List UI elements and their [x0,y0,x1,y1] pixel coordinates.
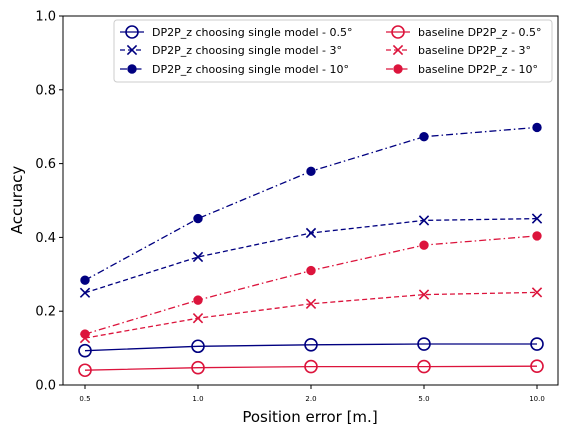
axes: 0.0 0.2 0.4 0.6 0.8 1.0 0.5 1.0 2.0 5.0 10.0 [35,10,559,403]
data-point [530,337,544,351]
data-point [419,240,429,250]
data-point [305,298,317,309]
series-line [84,235,538,335]
data-point [532,231,542,241]
legend-item: baseline DP2P_z - 0.5° [386,25,542,39]
legend-item: baseline DP2P_z - 10° [386,63,538,76]
data-point [78,363,92,378]
series-5 [79,287,543,344]
data-point [531,213,543,224]
legend-label: DP2P_z choosing single model - 3° [152,44,342,57]
plot-area [78,122,544,378]
legend-item: DP2P_z choosing single model - 0.5° [120,25,353,39]
marker-stroke [531,287,543,298]
marker-stroke [192,313,204,324]
legend-marker [393,64,403,74]
legend-item: DP2P_z choosing single model - 10° [120,63,349,76]
legend-label: DP2P_z choosing single model - 10° [152,63,349,76]
marker-stroke [392,44,404,56]
data-point [304,359,318,374]
y-tick-label: 0.2 [35,305,56,320]
series-line [84,343,537,352]
marker-stroke [192,251,204,263]
x-tick-label: 2.0 [305,395,316,403]
marker-stroke [418,289,430,300]
series-2 [79,213,543,298]
y-tick-label: 0.8 [35,83,56,98]
data-point [192,251,204,263]
data-point [305,227,317,239]
y-axis-label: Accuracy [8,166,26,235]
legend-label: baseline DP2P_z - 10° [418,63,538,76]
data-point [193,295,203,305]
legend-box [113,19,553,83]
series-line [84,126,538,281]
marker-stroke [531,213,543,224]
series-line [84,365,538,371]
series-4 [78,359,544,378]
data-point [418,215,430,226]
data-point [80,329,90,339]
legend-label: baseline DP2P_z - 3° [418,44,531,57]
data-point [418,289,430,300]
x-tick-label: 10.0 [529,395,545,403]
data-point [419,131,429,142]
legend-label: DP2P_z choosing single model - 0.5° [152,26,353,39]
legend: DP2P_z choosing single model - 0.5° DP2P_… [113,19,553,83]
x-tick-label: 5.0 [418,395,429,403]
marker-stroke [79,287,91,298]
data-point [78,343,92,358]
series-6 [80,231,542,339]
series-line [84,217,538,294]
data-point [191,360,205,375]
data-point [192,313,204,324]
series-line [84,291,538,339]
data-point [530,359,544,373]
y-tick-label: 0.0 [35,379,56,394]
legend-item: baseline DP2P_z - 3° [386,44,531,57]
legend-label: baseline DP2P_z - 0.5° [418,26,542,39]
data-point [79,287,91,298]
x-axis-label: Position error [m.] [242,408,377,426]
y-tick-label: 0.4 [35,231,56,246]
marker-stroke [418,215,430,226]
series-1 [78,337,544,358]
legend-marker [126,44,138,56]
data-point [417,337,431,351]
data-point [80,275,90,285]
data-point [531,287,543,298]
data-point [306,265,316,276]
legend-marker [391,25,405,39]
data-point [306,166,316,177]
marker-stroke [305,298,317,309]
data-point [417,359,431,374]
marker-stroke [126,44,138,56]
x-tick-label: 1.0 [192,395,203,403]
legend-item: DP2P_z choosing single model - 3° [120,44,342,57]
data-point [193,213,203,224]
x-tick-label: 0.5 [79,395,90,403]
data-point [532,122,542,133]
marker-stroke [305,227,317,239]
legend-marker [127,64,137,74]
legend-marker [392,44,404,56]
data-point [304,337,318,352]
series-3 [80,122,542,285]
y-tick-label: 1.0 [35,10,56,25]
y-tick-label: 0.6 [35,157,56,172]
legend-marker [125,25,139,39]
data-point [191,339,205,354]
